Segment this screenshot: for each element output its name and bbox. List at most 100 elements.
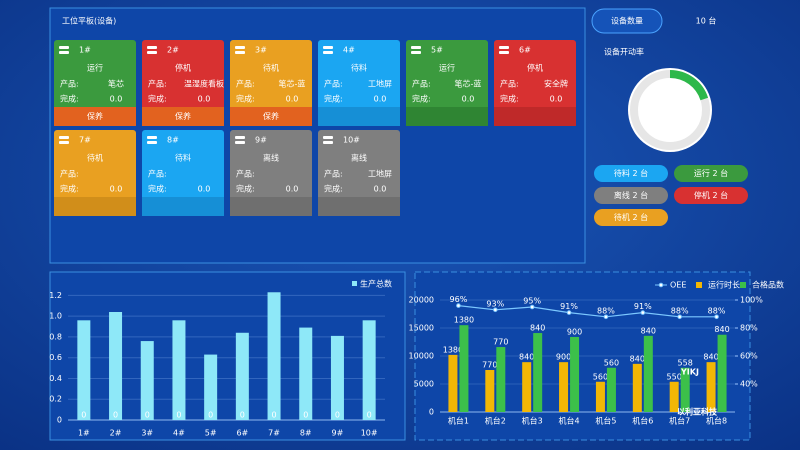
bar: [533, 333, 543, 412]
rate-label: 20.0%: [657, 106, 683, 115]
product-label: 产品:: [60, 169, 79, 179]
device-card[interactable]: [406, 40, 488, 126]
card-icon: [59, 51, 69, 54]
device-card[interactable]: [494, 40, 576, 126]
card-status: 待机: [263, 63, 279, 73]
status-pill[interactable]: [594, 187, 668, 204]
done-value: 0.0: [110, 95, 123, 104]
device-card[interactable]: [230, 40, 312, 126]
x-tick-label: 机台7: [669, 416, 690, 426]
card-footer: [142, 197, 224, 216]
device-card[interactable]: [142, 130, 224, 216]
card-icon: [235, 136, 245, 139]
card-footer: [494, 107, 576, 126]
data-label: 0: [335, 411, 340, 420]
data-label: 770: [493, 338, 508, 347]
done-value: 0.0: [110, 185, 123, 194]
device-card[interactable]: [230, 130, 312, 216]
device-card[interactable]: [54, 40, 136, 126]
done-label: 完成:: [60, 184, 79, 194]
data-label: 840: [714, 325, 729, 334]
done-value: 0.0: [286, 95, 299, 104]
product-label: 产品:: [324, 169, 343, 179]
card-icon: [147, 136, 157, 139]
x-tick-label: 机台6: [632, 416, 653, 426]
watermark-logo: YIKJ: [680, 368, 699, 377]
bar: [669, 381, 679, 412]
done-label: 完成:: [236, 184, 255, 194]
card-id: 8#: [167, 136, 179, 145]
line-point: [493, 307, 498, 313]
data-label: 0: [367, 411, 372, 420]
product-label: 产品:: [500, 79, 519, 89]
x-tick-label: 5#: [205, 429, 217, 438]
card-footer: [230, 197, 312, 216]
data-label: 0: [113, 411, 118, 420]
line-label: 88%: [597, 306, 615, 315]
card-icon: [59, 46, 69, 49]
data-label: 550: [667, 372, 682, 381]
line: [458, 305, 717, 318]
data-label: 0: [176, 411, 181, 420]
legend-swatch: [740, 282, 746, 288]
bar: [330, 335, 344, 420]
bar: [362, 320, 376, 420]
card-icon: [147, 51, 157, 54]
done-label: 完成:: [148, 94, 167, 104]
status-pill[interactable]: [674, 165, 748, 182]
line-point: [640, 310, 646, 315]
y-tick-label: 10000: [409, 352, 434, 361]
device-card[interactable]: [54, 130, 136, 216]
device-card[interactable]: [318, 130, 400, 216]
card-icon: [323, 141, 333, 144]
data-label: 560: [604, 358, 619, 367]
data-label: 840: [641, 326, 656, 335]
data-label: 0: [303, 411, 308, 420]
status-pill[interactable]: [594, 165, 668, 182]
device-card[interactable]: [318, 40, 400, 126]
device-card[interactable]: [142, 40, 224, 126]
bar: [717, 334, 727, 412]
product-label: 产品:: [324, 79, 343, 89]
count-button-text: 设备数量: [611, 16, 643, 26]
x-tick-label: 机台3: [522, 416, 543, 426]
y-tick-label: 0.8: [49, 332, 62, 341]
status-pill-text: 待机 2 台: [614, 212, 648, 222]
status-pill[interactable]: [674, 187, 748, 204]
watermark-text: 以利亚科技: [677, 407, 718, 417]
device-count: 10 台: [696, 16, 717, 26]
card-icon: [235, 141, 245, 144]
card-icon: [411, 46, 421, 49]
y-tick-label: 0: [429, 408, 434, 417]
card-icon: [59, 141, 69, 144]
status-pill[interactable]: [594, 209, 668, 226]
done-label: 完成:: [236, 94, 255, 104]
card-icon: [147, 141, 157, 144]
bar: [299, 327, 313, 420]
card-footer: [230, 107, 312, 126]
bar: [606, 367, 616, 412]
status-pill-text: 离线 2 台: [614, 190, 648, 200]
product-label: 产品:: [148, 169, 167, 179]
bar: [109, 312, 123, 420]
count-button[interactable]: [591, 8, 663, 34]
card-id: 10#: [343, 136, 360, 145]
bar: [643, 335, 653, 412]
done-value: 0.0: [374, 95, 387, 104]
done-value: 0.0: [198, 185, 211, 194]
data-label: 560: [593, 372, 608, 381]
x-tick-label: 6#: [236, 429, 248, 438]
card-icon: [59, 136, 69, 139]
y-tick-label: 0.2: [49, 395, 62, 404]
card-status: 待机: [87, 153, 103, 163]
done-label: 完成:: [324, 94, 343, 104]
card-footer: [54, 197, 136, 216]
bar: [595, 381, 605, 412]
card-footer: [142, 107, 224, 126]
line-label: 88%: [671, 306, 689, 315]
x-tick-label: 3#: [141, 429, 153, 438]
product-label: 产品:: [148, 79, 167, 89]
card-footer: [318, 197, 400, 216]
product-value: 工地屏: [368, 79, 392, 89]
x-tick-label: 7#: [268, 429, 280, 438]
